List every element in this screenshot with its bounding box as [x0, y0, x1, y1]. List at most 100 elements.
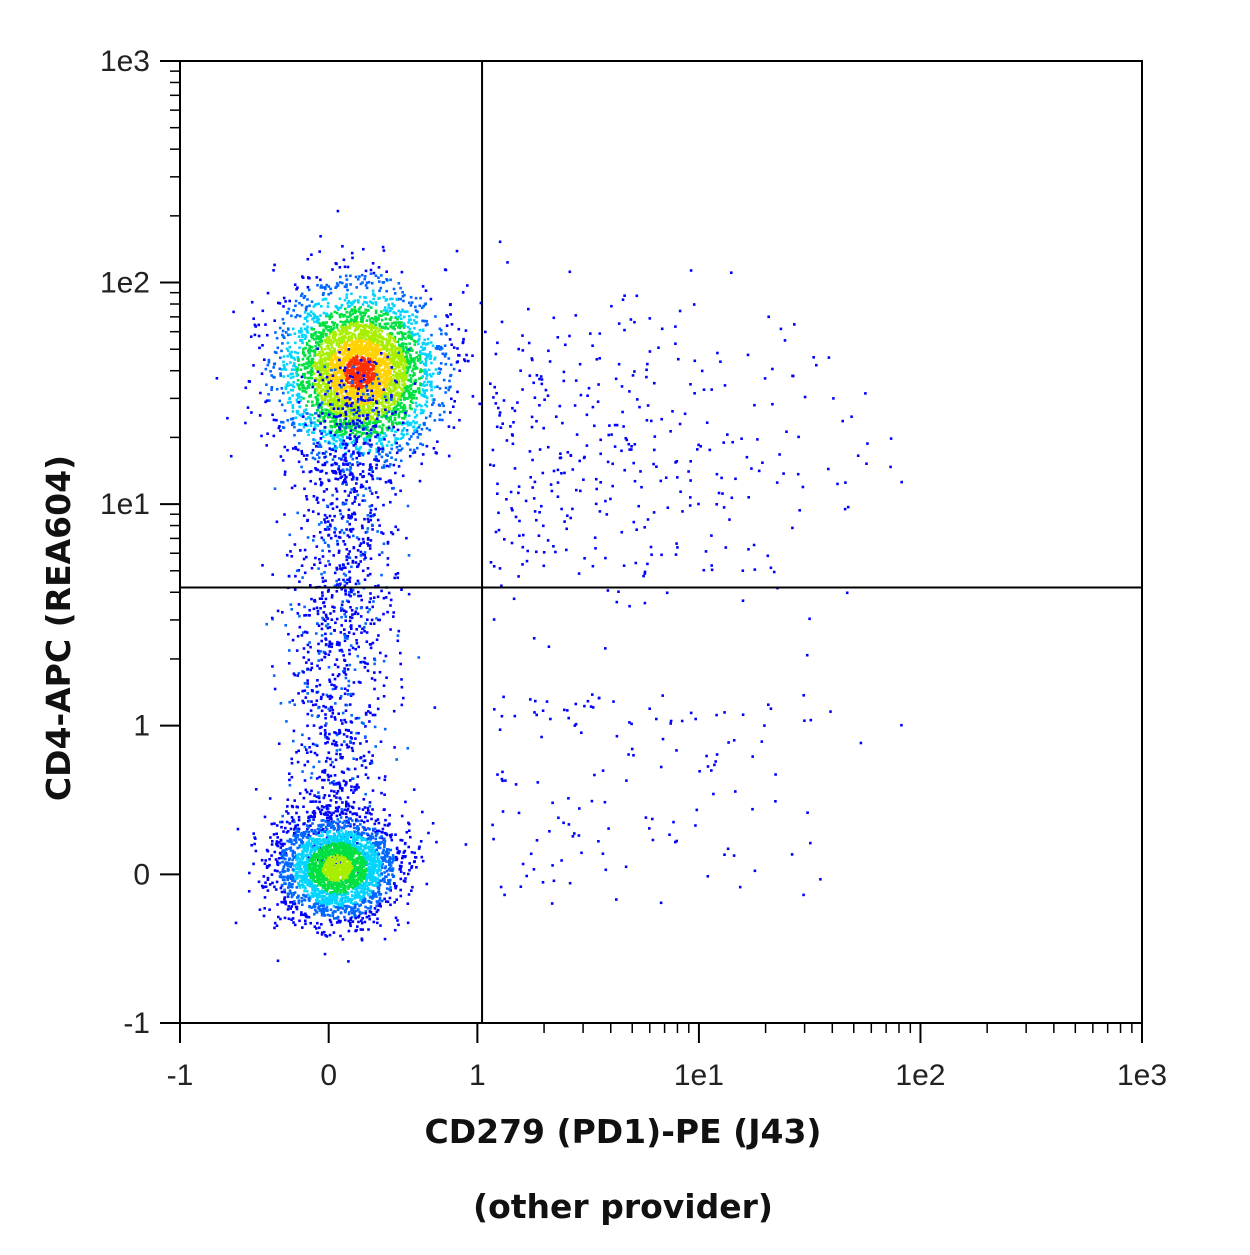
data-point — [392, 359, 395, 363]
data-point — [388, 336, 391, 339]
data-point — [301, 389, 305, 393]
data-point — [314, 366, 318, 370]
data-point — [361, 420, 365, 424]
data-point — [311, 385, 314, 389]
data-point — [378, 401, 382, 405]
data-point — [353, 333, 357, 337]
data-point — [431, 403, 434, 407]
data-point — [399, 459, 403, 463]
data-point — [378, 452, 381, 456]
data-point — [320, 339, 324, 342]
data-point — [304, 408, 308, 411]
data-point — [345, 368, 349, 372]
data-point — [356, 400, 360, 404]
data-point — [344, 783, 347, 787]
data-point — [348, 619, 352, 623]
data-point — [306, 685, 309, 689]
data-point — [371, 262, 375, 265]
data-point — [390, 383, 393, 386]
data-point — [390, 393, 393, 397]
data-point — [335, 323, 339, 326]
data-point — [327, 358, 330, 361]
data-point — [303, 389, 306, 393]
data-point — [344, 384, 347, 387]
data-point — [346, 393, 350, 397]
data-point — [281, 421, 285, 424]
data-point — [368, 318, 372, 321]
data-point — [398, 374, 402, 377]
data-point — [373, 352, 376, 355]
data-point — [328, 650, 332, 653]
data-point — [343, 634, 347, 637]
data-point — [428, 351, 432, 354]
data-point — [269, 370, 272, 373]
data-point — [371, 345, 374, 349]
data-point — [311, 318, 314, 321]
data-point — [328, 514, 332, 518]
data-point — [281, 333, 284, 337]
data-point — [378, 382, 381, 385]
data-point — [327, 816, 331, 820]
data-point — [324, 724, 327, 727]
data-point — [305, 631, 309, 634]
data-point — [335, 399, 338, 402]
data-point — [344, 593, 347, 596]
data-point — [412, 364, 416, 368]
data-point — [374, 326, 378, 330]
data-point — [351, 384, 354, 388]
data-point — [321, 361, 324, 365]
data-point — [340, 446, 343, 449]
data-point — [354, 275, 358, 279]
data-point — [348, 315, 351, 319]
data-point — [367, 520, 370, 523]
data-point — [359, 312, 362, 316]
data-point — [402, 433, 405, 437]
data-point — [358, 503, 361, 506]
data-point — [342, 357, 346, 361]
data-point — [345, 278, 349, 281]
data-point — [367, 429, 371, 432]
data-point — [433, 356, 437, 360]
data-point — [365, 408, 369, 411]
data-point — [408, 360, 412, 363]
data-point — [348, 433, 352, 437]
data-point — [376, 530, 379, 533]
data-point — [466, 284, 469, 287]
data-point — [330, 343, 333, 347]
data-point — [365, 281, 369, 285]
data-point — [332, 331, 336, 334]
data-point — [312, 428, 316, 431]
data-point — [343, 376, 346, 380]
data-point — [359, 311, 362, 314]
data-point — [407, 321, 410, 324]
data-point — [383, 361, 386, 364]
data-point — [303, 411, 306, 414]
data-point — [347, 516, 350, 519]
data-point — [412, 425, 415, 428]
data-point — [254, 325, 257, 328]
data-point — [347, 631, 351, 634]
data-point — [330, 434, 333, 437]
data-point — [381, 373, 385, 377]
data-point — [338, 748, 342, 752]
data-point — [350, 425, 353, 428]
data-point — [351, 613, 354, 616]
data-point — [311, 336, 314, 340]
data-point — [272, 418, 276, 422]
data-point — [420, 393, 423, 397]
data-point — [366, 574, 370, 577]
data-point — [326, 329, 330, 332]
data-point — [365, 368, 368, 372]
data-point — [373, 662, 376, 666]
data-point — [425, 383, 429, 387]
data-point — [302, 671, 305, 674]
data-point — [321, 555, 325, 558]
data-point — [386, 313, 389, 316]
data-point — [332, 415, 336, 418]
data-point — [334, 286, 337, 289]
data-point — [332, 442, 335, 446]
data-point — [406, 432, 409, 436]
data-point — [340, 587, 343, 591]
data-point — [390, 332, 394, 335]
data-point — [326, 386, 330, 389]
